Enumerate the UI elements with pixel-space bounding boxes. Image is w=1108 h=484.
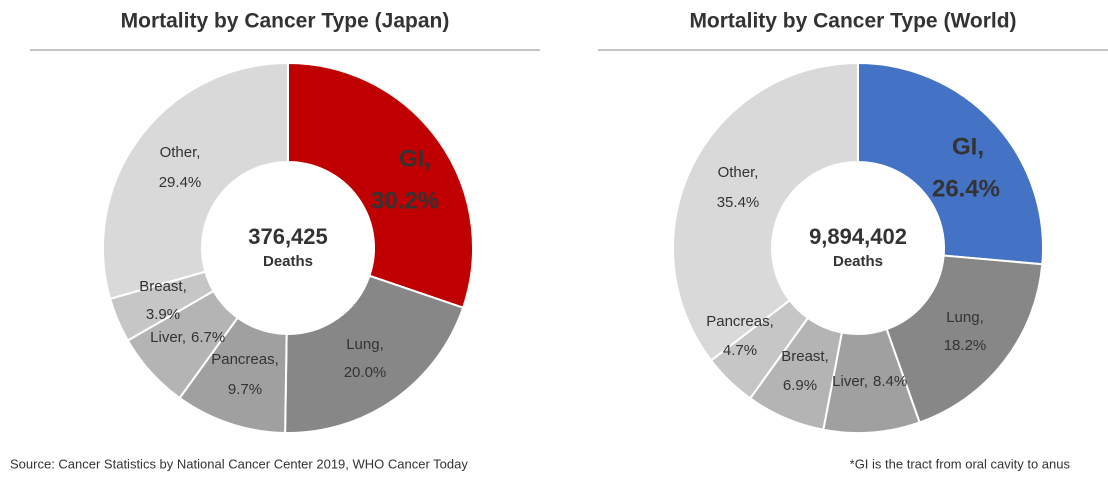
total-value: 376,425 xyxy=(248,224,328,249)
slice-category-label: Liver, xyxy=(150,329,186,346)
slice-value-label: 35.4% xyxy=(717,194,760,211)
slice-category-label: Pancreas, xyxy=(706,313,774,330)
slice-value-label: 4.7% xyxy=(723,342,757,359)
total-caption: Deaths xyxy=(263,253,313,270)
source-note: Source: Cancer Statistics by National Ca… xyxy=(10,456,468,471)
slice-value-label: 30.2% xyxy=(371,187,439,214)
slice-category-label: Pancreas, xyxy=(211,351,279,368)
slice-category-label: Liver, xyxy=(832,373,868,390)
donut-slice xyxy=(102,61,289,301)
slice-value-label: 18.2% xyxy=(944,337,987,354)
chart-title: Mortality by Cancer Type (World) xyxy=(689,10,1016,33)
slice-category-label: Other, xyxy=(718,164,759,181)
slice-value-label: 29.4% xyxy=(159,174,202,191)
donut-slice xyxy=(284,274,465,434)
slice-value-label: 26.4% xyxy=(932,175,1000,202)
donut-slice xyxy=(287,61,474,309)
slice-value-label: 3.9% xyxy=(146,306,180,323)
donut-slice xyxy=(672,61,859,362)
donut-slice xyxy=(857,61,1044,266)
slice-category-label: Other, xyxy=(160,144,201,161)
slice-category-label: GI, xyxy=(952,133,984,160)
total-value: 9,894,402 xyxy=(809,224,907,249)
slice-category-label: Lung, xyxy=(946,309,984,326)
slice-value-label: 9.7% xyxy=(228,381,262,398)
donut-slice xyxy=(885,254,1044,424)
slice-value-label: 20.0% xyxy=(344,364,387,381)
total-caption: Deaths xyxy=(833,253,883,270)
slice-value-label: 6.9% xyxy=(783,377,817,394)
slice-category-label: GI, xyxy=(399,145,431,172)
slice-value-label: 6.7% xyxy=(191,329,225,346)
slice-value-label: 8.4% xyxy=(873,373,907,390)
footnote: *GI is the tract from oral cavity to anu… xyxy=(850,456,1071,471)
slice-category-label: Breast, xyxy=(139,278,187,295)
slice-category-label: Breast, xyxy=(781,348,829,365)
slice-category-label: Lung, xyxy=(346,336,384,353)
chart-title: Mortality by Cancer Type (Japan) xyxy=(121,10,450,33)
